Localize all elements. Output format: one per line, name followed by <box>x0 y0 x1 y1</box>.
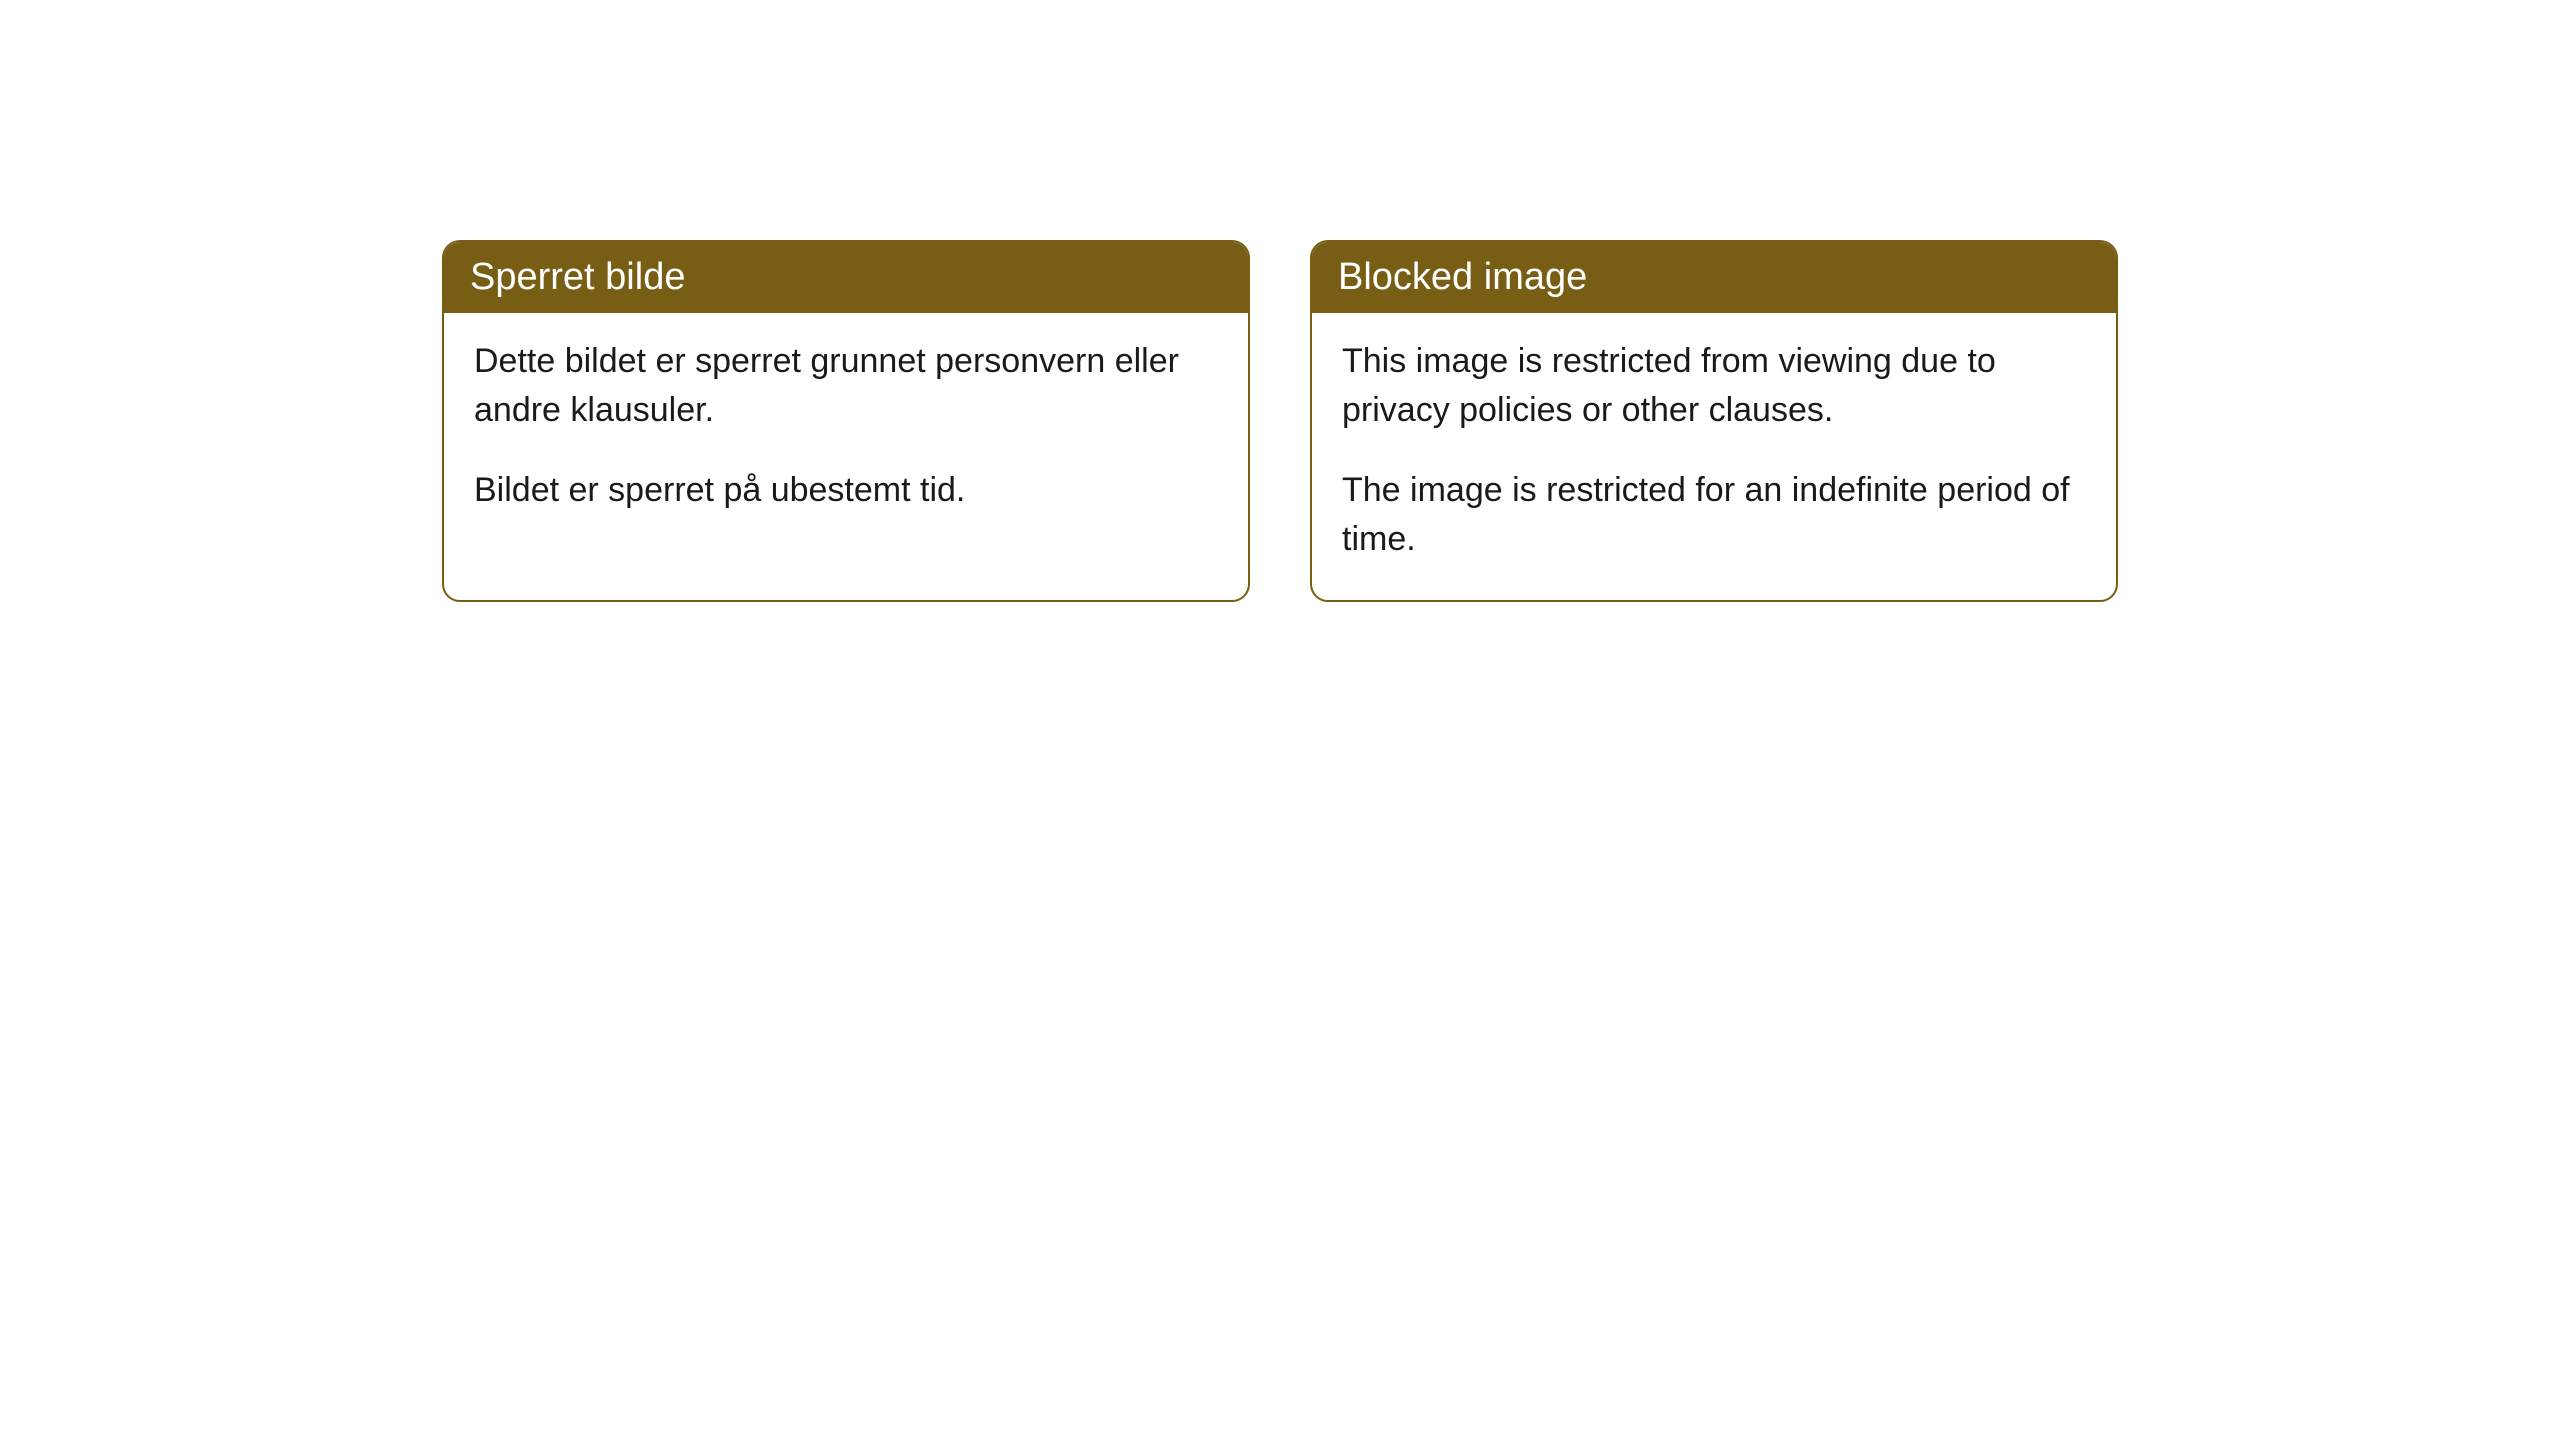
card-title: Blocked image <box>1338 256 1587 298</box>
card-header: Blocked image <box>1312 242 2116 313</box>
notice-card-english: Blocked image This image is restricted f… <box>1310 240 2118 602</box>
card-body: This image is restricted from viewing du… <box>1312 313 2116 600</box>
notice-card-norwegian: Sperret bilde Dette bildet er sperret gr… <box>442 240 1250 602</box>
card-header: Sperret bilde <box>444 242 1248 313</box>
card-paragraph: The image is restricted for an indefinit… <box>1342 466 2086 565</box>
card-paragraph: Dette bildet er sperret grunnet personve… <box>474 337 1218 436</box>
card-title: Sperret bilde <box>470 256 685 298</box>
card-paragraph: This image is restricted from viewing du… <box>1342 337 2086 436</box>
card-paragraph: Bildet er sperret på ubestemt tid. <box>474 466 1218 515</box>
notice-container: Sperret bilde Dette bildet er sperret gr… <box>0 240 2560 602</box>
card-body: Dette bildet er sperret grunnet personve… <box>444 313 1248 551</box>
